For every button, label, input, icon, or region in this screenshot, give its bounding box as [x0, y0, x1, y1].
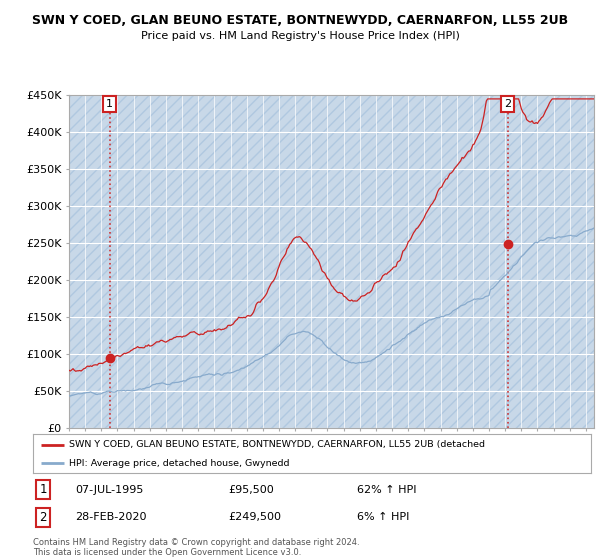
Text: SWN Y COED, GLAN BEUNO ESTATE, BONTNEWYDD, CAERNARFON, LL55 2UB: SWN Y COED, GLAN BEUNO ESTATE, BONTNEWYD…: [32, 14, 568, 27]
Text: 6% ↑ HPI: 6% ↑ HPI: [356, 512, 409, 522]
Text: 1: 1: [39, 483, 47, 496]
Text: 28-FEB-2020: 28-FEB-2020: [75, 512, 146, 522]
Text: Price paid vs. HM Land Registry's House Price Index (HPI): Price paid vs. HM Land Registry's House …: [140, 31, 460, 41]
Text: 2: 2: [39, 511, 47, 524]
Text: SWN Y COED, GLAN BEUNO ESTATE, BONTNEWYDD, CAERNARFON, LL55 2UB (detached: SWN Y COED, GLAN BEUNO ESTATE, BONTNEWYD…: [69, 441, 485, 450]
Text: Contains HM Land Registry data © Crown copyright and database right 2024.
This d: Contains HM Land Registry data © Crown c…: [33, 538, 359, 557]
Text: 1: 1: [106, 99, 113, 109]
Text: £249,500: £249,500: [229, 512, 281, 522]
Bar: [69, 95, 594, 428]
Text: £95,500: £95,500: [229, 484, 274, 494]
Text: 07-JUL-1995: 07-JUL-1995: [75, 484, 143, 494]
Text: 62% ↑ HPI: 62% ↑ HPI: [356, 484, 416, 494]
Text: HPI: Average price, detached house, Gwynedd: HPI: Average price, detached house, Gwyn…: [69, 459, 290, 468]
Text: 2: 2: [504, 99, 511, 109]
